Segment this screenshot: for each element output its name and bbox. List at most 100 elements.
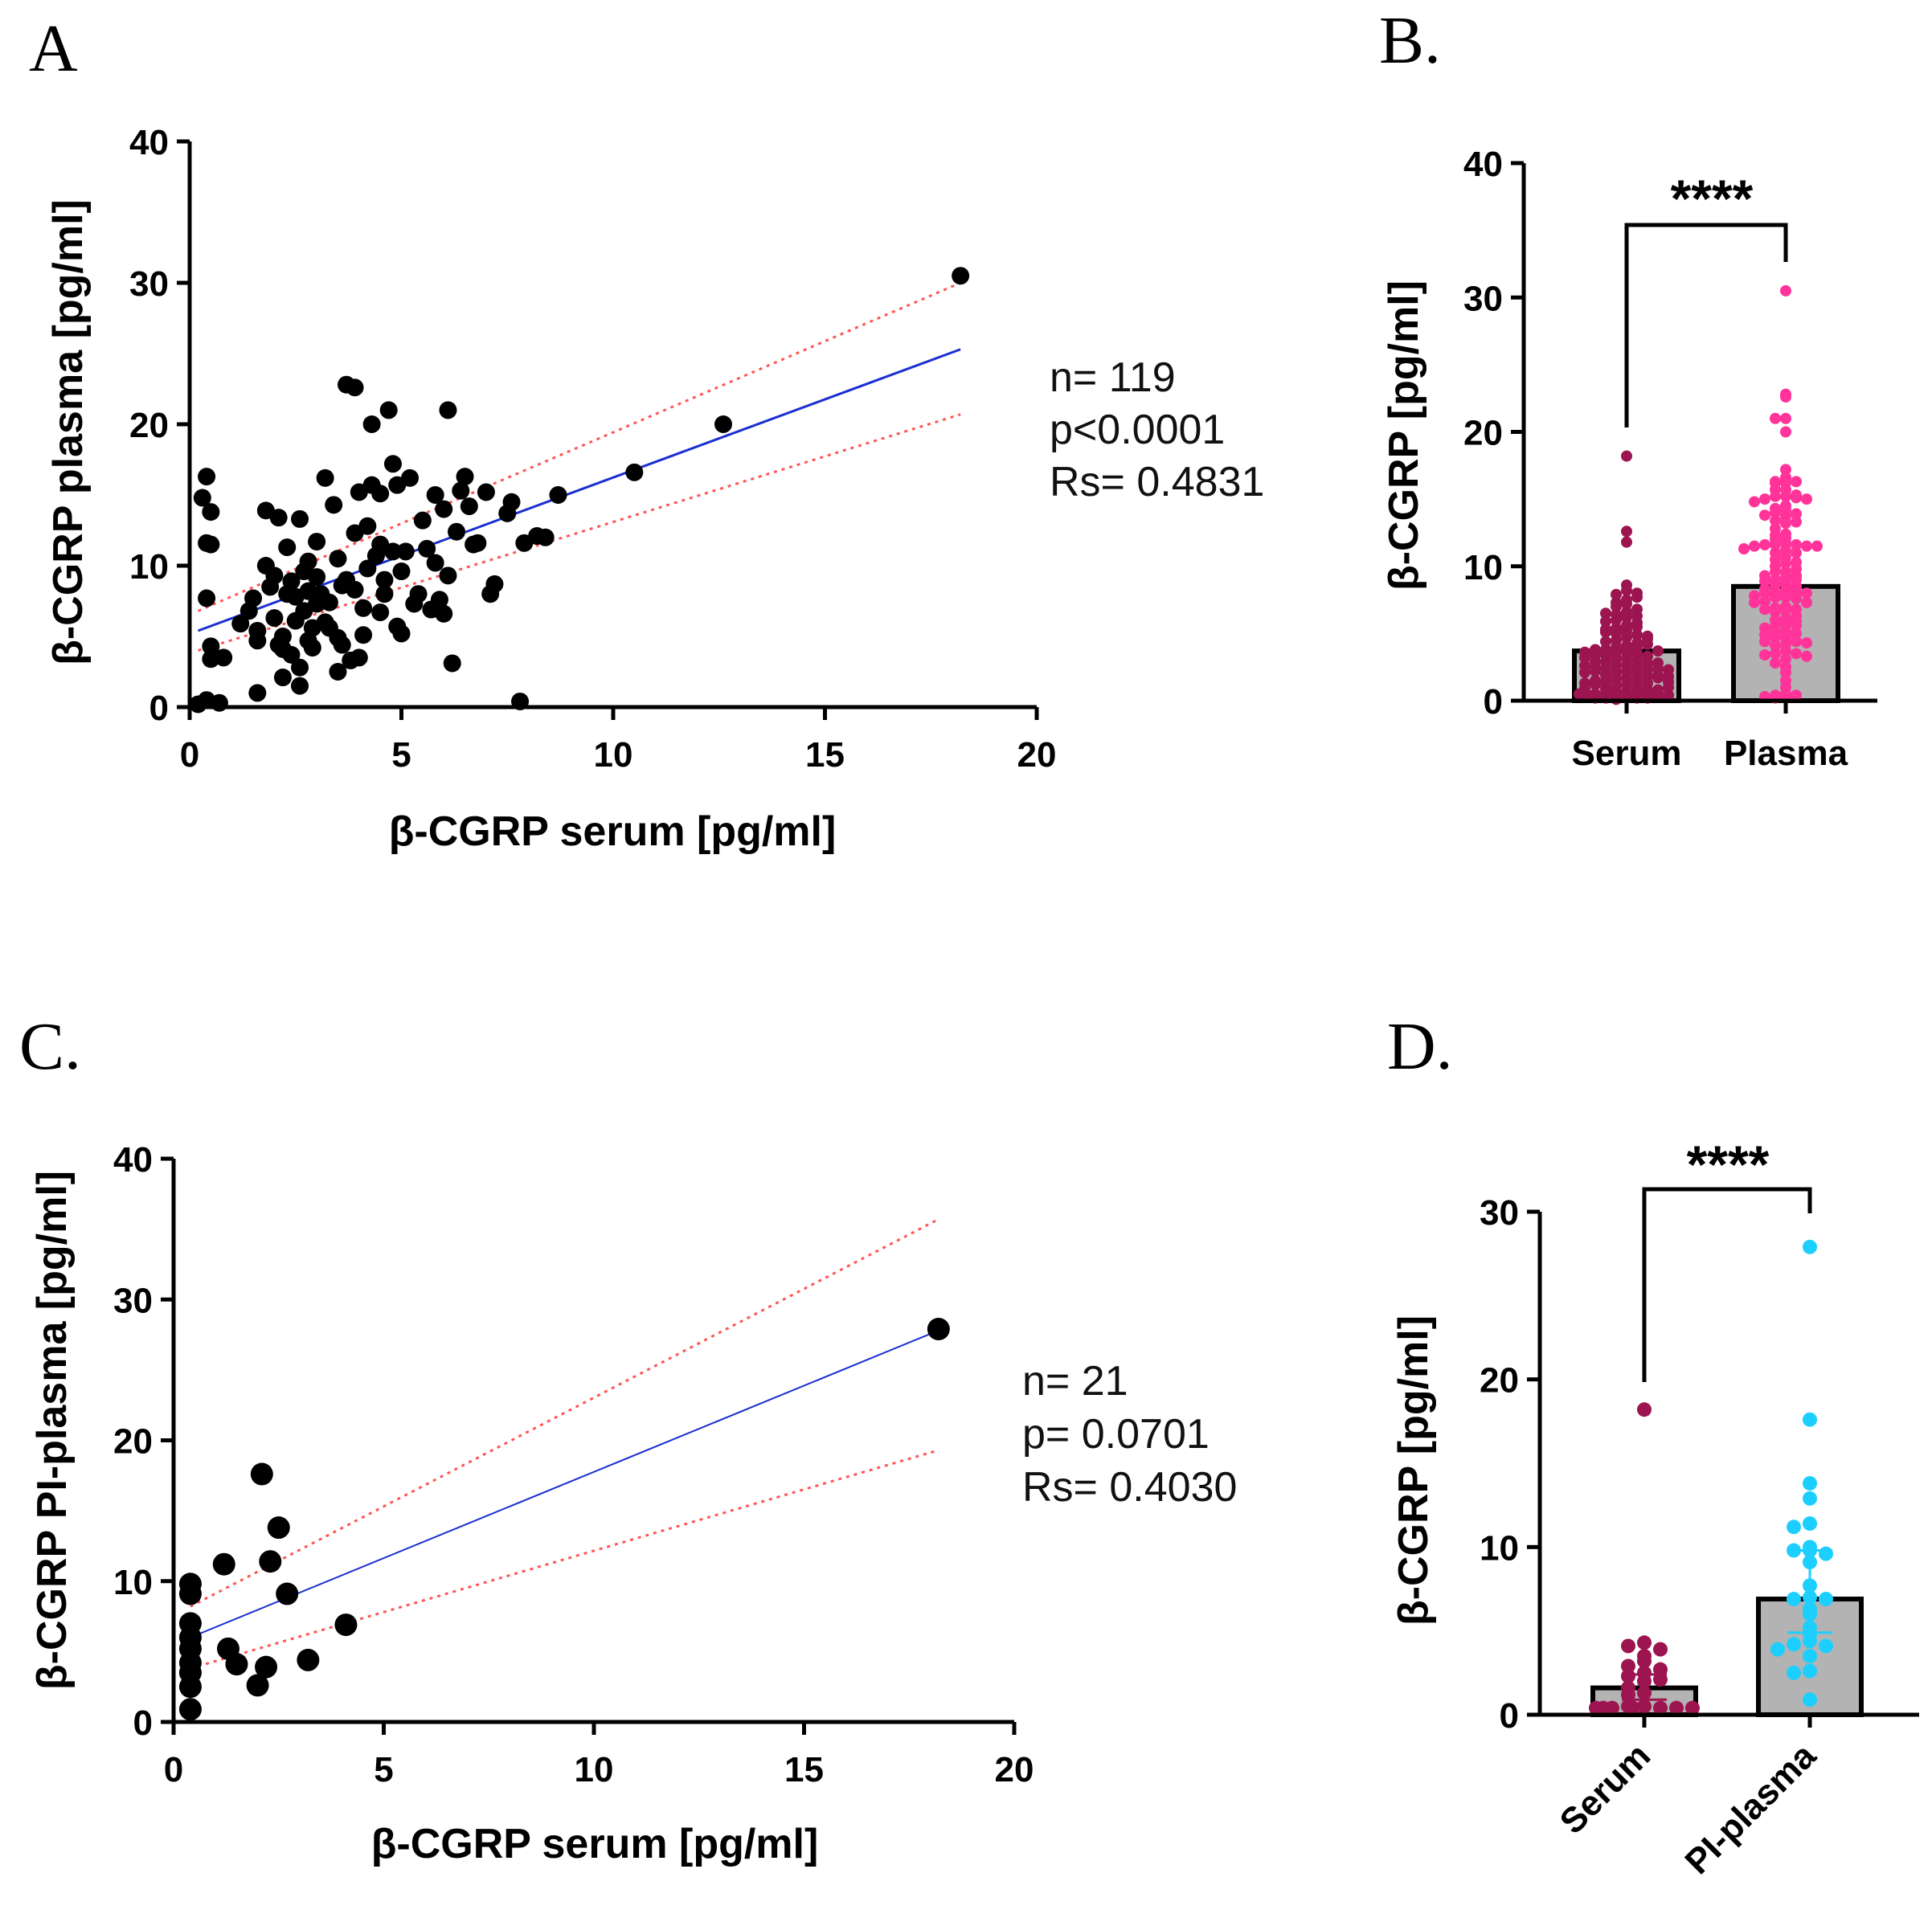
panel-a-point [536,528,555,546]
panel-a-point [401,468,420,487]
panel-b-dot [1759,538,1770,550]
panel-a-point [354,626,373,644]
panel-a-point [202,535,220,554]
panel-b-dot [1770,591,1781,603]
panel-c-x-tick-label: 5 [374,1750,393,1789]
panel-a-label: A [29,11,78,86]
panel-b-dot [1791,476,1802,488]
panel-c-point [255,1655,278,1679]
panel-d-category-label: Serum [1553,1736,1658,1841]
panel-b-dot [1611,614,1622,626]
panel-c-stat-p: p= 0.0701 [1022,1411,1210,1458]
panel-a: A 0 5 10 15 20 0 10 20 30 40 β-CGRP serum [pg/ml]… [29,11,1264,855]
panel-a-point [248,684,267,702]
panel-b-y-tick-label: 40 [1463,145,1503,184]
panel-c-stats: n= 21 p= 0.0701 Rs= 0.4030 [1022,1358,1237,1511]
panel-a-point [286,611,305,630]
panel-a-point [371,603,390,622]
panel-a-point [439,566,457,585]
panel-a-point [358,559,377,578]
panel-b-dot [1590,678,1601,690]
panel-a-point [392,624,411,643]
panel-b-dot [1663,681,1674,693]
panel-b-dot [1770,632,1781,644]
panel-a-point [379,401,398,419]
panel-d-dot [1653,1672,1668,1687]
panel-a-point [426,486,444,504]
panel-a-point [511,692,530,710]
panel-a-point [248,621,267,640]
panel-a-point [952,267,970,285]
panel-a-point [291,677,309,695]
panel-b-dot [1770,538,1781,550]
panel-b-dot [1621,526,1632,538]
panel-d-dot [1637,1402,1652,1417]
panel-b-category-label: Serum [1572,734,1682,773]
panel-a-point [477,483,495,501]
panel-b-dot [1631,587,1643,599]
panel-a-y-tick-label: 30 [129,264,169,304]
panel-b-dot [1791,689,1802,701]
panel-b-dot [1759,587,1770,599]
panel-a-point [215,648,233,667]
panel-d-dot [1653,1662,1668,1677]
panel-b-dot [1590,665,1601,677]
panel-b-dot [1611,596,1622,608]
panel-b-dot [1801,540,1812,552]
panel-c-x-tick-label: 0 [164,1750,183,1789]
panel-c-stat-rs: Rs= 0.4030 [1022,1464,1237,1511]
panel-c-y-tick-label: 20 [113,1422,153,1462]
panel-d-dot [1803,1239,1817,1254]
panel-b-dot [1801,493,1812,505]
panel-a-y-axis-title: β-CGRP plasma [pg/ml] [45,199,92,665]
panel-a-x-tick-label: 5 [391,735,411,775]
panel-b-dot [1791,516,1802,528]
panel-b-dot [1780,604,1791,616]
panel-d-label: D. [1387,1009,1453,1084]
panel-b-dot [1631,621,1643,633]
panel-b-dot [1791,538,1802,550]
panel-a-point [193,489,211,507]
panel-a-regression-line [198,348,961,632]
panel-b-dot [1770,506,1781,518]
panel-b-dot [1759,603,1770,616]
panel-a-x-tick-label: 15 [805,735,845,775]
panel-c-ci-lower-line [190,1449,939,1670]
panel-a-point [371,485,390,503]
panel-d-dot [1803,1589,1817,1605]
panel-a-x-tick-label: 0 [180,735,199,775]
panel-d-dot [1637,1654,1652,1669]
panel-a-point [469,534,487,552]
panel-a-point [439,401,457,419]
panel-b-dot [1811,540,1823,552]
panel-a-x-axis-title: β-CGRP serum [pg/ml] [389,808,837,855]
panel-b-dot [1759,636,1770,648]
panel-d-dot [1621,1669,1635,1684]
panel-c-stat-n: n= 21 [1022,1358,1128,1405]
panel-b-dot [1770,514,1781,526]
panel-a-stat-p: p<0.0001 [1050,407,1225,453]
panel-d-dot [1803,1692,1817,1707]
panel-a-point [346,378,364,397]
panel-a-point [383,542,402,561]
panel-a-point [392,562,411,581]
panel-b-dot [1801,587,1812,599]
panel-d-dot [1803,1648,1817,1663]
panel-b-dot [1600,624,1611,636]
panel-b-dot [1749,496,1760,508]
panel-a-x-tick-label: 20 [1017,735,1057,775]
panel-b-dot [1631,629,1643,641]
panel-a-point [202,637,220,656]
panel-a-point [299,582,317,600]
panel-c-point [267,1516,290,1540]
panel-a-point [549,486,567,504]
panel-d-dot [1653,1700,1668,1716]
panel-b-dot [1780,412,1791,424]
panel-a-point [452,481,470,500]
panel-d-dot [1819,1592,1833,1607]
panel-c-label: C. [19,1009,81,1084]
panel-b-dot [1770,640,1781,652]
panel-c-plot: 0 5 10 15 20 0 10 20 30 40 [113,1140,1034,1789]
panel-c-point [178,1675,202,1699]
